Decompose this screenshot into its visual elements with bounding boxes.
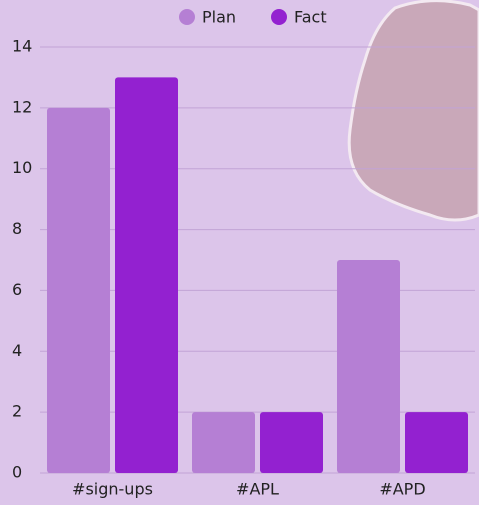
bar [405, 412, 468, 473]
y-tick-label: 14 [12, 37, 32, 56]
x-tick-label: #APL [236, 480, 279, 499]
y-tick-label: 12 [12, 97, 32, 116]
y-tick-label: 2 [12, 402, 22, 421]
y-tick-label: 10 [12, 158, 32, 177]
bar [260, 412, 323, 473]
legend-marker [179, 9, 195, 25]
legend-label: Plan [202, 8, 236, 27]
legend-marker [271, 9, 287, 25]
x-tick-label: #sign-ups [72, 480, 153, 499]
legend-label: Fact [294, 8, 327, 27]
bar [337, 260, 400, 473]
bar [192, 412, 255, 473]
y-tick-label: 0 [12, 463, 22, 482]
bar [115, 77, 178, 473]
paper-decoration [347, 0, 479, 222]
y-tick-label: 8 [12, 219, 22, 238]
y-tick-label: 6 [12, 280, 22, 299]
bar [47, 107, 110, 473]
x-tick-label: #APD [379, 480, 425, 499]
y-tick-label: 4 [12, 341, 22, 360]
